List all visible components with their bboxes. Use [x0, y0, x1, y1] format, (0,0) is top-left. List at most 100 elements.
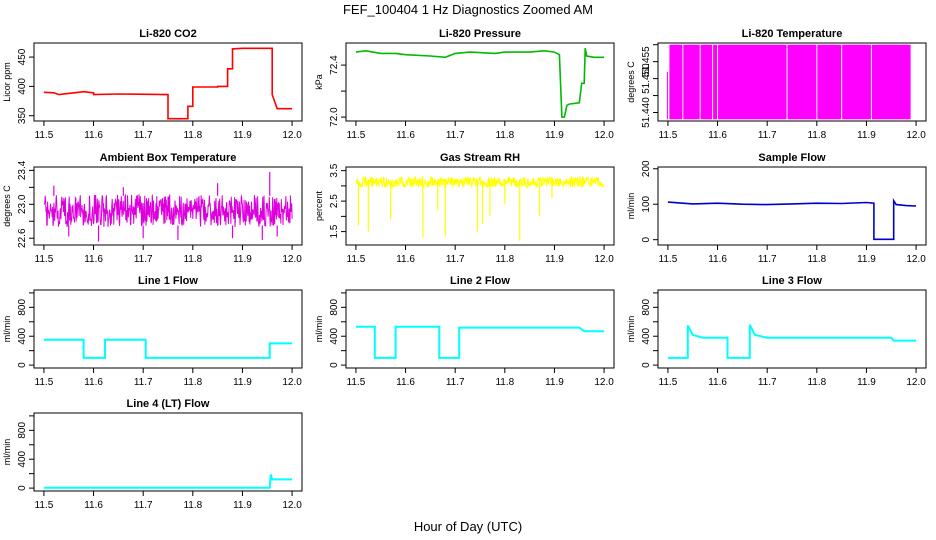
y-tick-label: 800: [17, 299, 28, 316]
x-tick-label: 11.9: [545, 254, 564, 265]
plot-area: [355, 174, 605, 241]
panel-title: Line 4 (LT) Flow: [127, 398, 210, 410]
y-axis-label: ml/min: [626, 193, 636, 220]
y-tick-label: 400: [17, 327, 28, 344]
x-tick-label: 12.0: [282, 130, 302, 141]
series-line: [667, 197, 917, 241]
panel-title: Sample Flow: [758, 152, 826, 164]
x-tick-label: 11.9: [233, 377, 252, 388]
y-tick-label: 800: [17, 422, 28, 439]
y-tick-label: 400: [329, 327, 340, 344]
x-tick-label: 11.7: [134, 500, 153, 511]
panel-7: Line 1 Flow ml/min 11.5 11.6 11.7 11.8 11.9 12.…: [2, 275, 303, 388]
plot-area: [43, 474, 293, 489]
panel-title: Line 1 Flow: [138, 275, 198, 287]
x-tick-label: 11.7: [758, 377, 777, 388]
x-tick-label: 11.6: [708, 130, 727, 141]
x-tick-label: 11.5: [35, 130, 54, 141]
y-tick-label: 0: [641, 362, 652, 368]
panel-2: Li-820 Pressure kPa 11.5 11.6 11.7 11.8 11.9 12…: [314, 28, 615, 141]
y-tick-label: 3.5: [329, 163, 340, 177]
plot-area: [355, 325, 605, 359]
y-tick-label: 2.5: [329, 194, 340, 208]
y-tick-label: 0: [641, 236, 652, 242]
series-line: [355, 48, 605, 118]
x-tick-label: 11.8: [183, 130, 202, 141]
x-tick-label: 11.5: [347, 377, 366, 388]
series-line: [43, 47, 293, 120]
plot-frame: [345, 289, 615, 369]
plot-area: [43, 338, 293, 359]
x-tick-label: 11.5: [35, 500, 54, 511]
x-tick-label: 12.0: [282, 377, 302, 388]
y-tick-label: 200: [641, 160, 652, 177]
x-tick-label: 11.9: [857, 254, 876, 265]
x-tick-label: 11.6: [84, 130, 103, 141]
y-tick-label: 72.0: [329, 107, 340, 127]
y-tick-label: 400: [17, 78, 28, 95]
panel-title: Li-820 CO2: [139, 28, 196, 40]
y-tick-label: 23.4: [17, 160, 28, 180]
panel-8: Line 2 Flow ml/min 11.5 11.6 11.7 11.8 11.9 12.…: [314, 275, 615, 388]
plot-frame: [657, 166, 927, 246]
x-tick-label: 11.7: [134, 377, 153, 388]
x-tick-label: 11.7: [758, 130, 777, 141]
plot-area: [666, 44, 912, 120]
y-tick-label: 100: [641, 195, 652, 212]
y-tick-label: 23.0: [17, 194, 28, 214]
y-tick-label: 0: [17, 362, 28, 368]
y-tick-label: 400: [17, 450, 28, 467]
x-tick-label: 11.5: [35, 377, 54, 388]
x-tick-label: 11.5: [659, 377, 678, 388]
y-tick-label: 800: [329, 299, 340, 316]
x-tick-label: 11.8: [807, 130, 826, 141]
plot-frame: [657, 289, 927, 369]
x-tick-label: 11.7: [134, 254, 153, 265]
panel-title: Ambient Box Temperature: [100, 152, 237, 164]
x-tick-label: 11.5: [347, 130, 366, 141]
x-tick-label: 12.0: [282, 500, 302, 511]
plot-area: [43, 172, 293, 242]
x-tick-label: 11.9: [857, 377, 876, 388]
x-tick-label: 12.0: [906, 254, 926, 265]
x-tick-label: 12.0: [906, 377, 926, 388]
panel-4: Ambient Box Temperature degrees C 11.5 11.6…: [2, 152, 303, 265]
y-tick-label: 800: [641, 299, 652, 316]
series-line: [43, 474, 293, 489]
panel-title: Gas Stream RH: [440, 152, 520, 164]
series-line: [667, 324, 917, 359]
plot-frame: [33, 289, 303, 369]
y-tick-label: 51.450: [641, 63, 652, 94]
panel-3: Li-820 Temperature degrees C 11.5 11.6 11.7 1…: [626, 28, 927, 141]
plot-area: [667, 197, 917, 241]
panel-title: Li-820 Temperature: [742, 28, 843, 40]
series-line: [43, 193, 293, 228]
plot-frame: [345, 166, 615, 246]
x-tick-label: 11.6: [396, 377, 415, 388]
x-tick-label: 11.9: [545, 130, 564, 141]
x-tick-label: 11.6: [708, 254, 727, 265]
y-axis-label: Licor ppm: [2, 62, 12, 102]
x-axis-label: Hour of Day (UTC): [414, 519, 522, 534]
x-tick-label: 11.9: [857, 130, 876, 141]
x-tick-label: 11.8: [495, 254, 514, 265]
x-tick-label: 11.6: [708, 377, 727, 388]
y-axis-label: ml/min: [2, 439, 12, 466]
y-tick-label: 450: [17, 48, 28, 65]
x-tick-label: 11.7: [446, 254, 465, 265]
x-tick-label: 11.5: [659, 130, 678, 141]
series-line: [43, 338, 293, 359]
y-axis-label: degrees C: [626, 61, 636, 103]
panel-title: Line 2 Flow: [450, 275, 510, 287]
x-tick-label: 11.6: [84, 500, 103, 511]
panel-title: Line 3 Flow: [762, 275, 822, 287]
y-tick-label: 22.6: [17, 228, 28, 248]
panels: Li-820 CO2 Licor ppm 11.5 11.6 11.7 11.8 11.9 1…: [2, 28, 927, 511]
y-tick-label: 400: [641, 327, 652, 344]
x-tick-label: 11.9: [233, 130, 252, 141]
plot-area: [667, 324, 917, 359]
plot-frame: [657, 42, 927, 122]
series-line: [355, 325, 605, 359]
x-tick-label: 11.6: [396, 254, 415, 265]
x-tick-label: 11.8: [183, 254, 202, 265]
